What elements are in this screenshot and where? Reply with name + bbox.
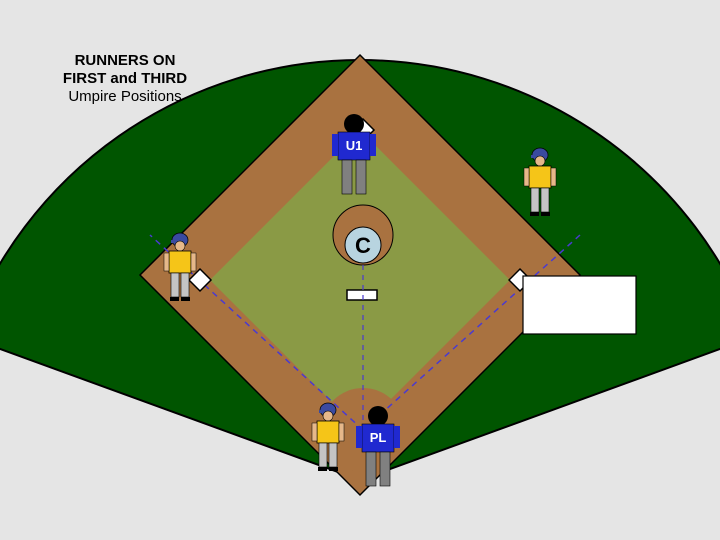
pitching-rubber [347, 290, 377, 300]
batter-box [523, 276, 636, 334]
diagram-stage: RUNNERS ON FIRST and THIRD Umpire Positi… [0, 0, 720, 540]
umpire-label-U1: U1 [346, 138, 363, 153]
pitcher-position-label: C [355, 233, 371, 258]
umpire-label-PL: PL [370, 430, 387, 445]
field-svg: C U1 PL [0, 0, 720, 540]
